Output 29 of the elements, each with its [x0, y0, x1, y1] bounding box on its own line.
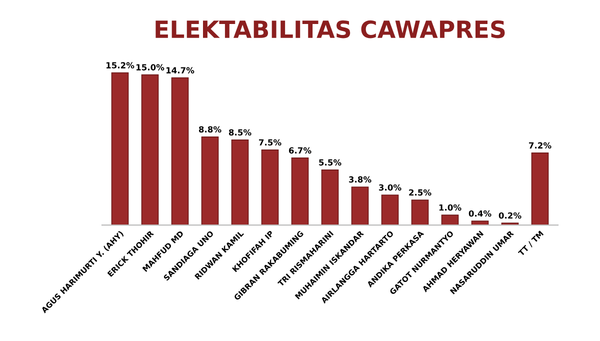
bar — [141, 74, 159, 226]
data-label: 8.5% — [228, 129, 252, 136]
data-label: 7.5% — [259, 139, 282, 146]
data-label: 1.0% — [439, 204, 462, 211]
data-label: 2.5% — [409, 189, 432, 196]
bar — [291, 158, 309, 226]
data-label: 0.4% — [468, 210, 492, 217]
chart-title: ELEKTABILITAS CAWAPRES — [156, 20, 505, 38]
data-label: 7.2% — [529, 142, 552, 149]
data-label: 3.8% — [349, 176, 372, 183]
data-label: 14.7% — [166, 67, 194, 74]
data-label: 15.2% — [106, 62, 134, 68]
bar — [411, 200, 429, 226]
data-label: 3.0% — [379, 184, 402, 191]
bar — [201, 136, 219, 226]
data-label: 5.5% — [319, 159, 342, 166]
bar — [171, 77, 189, 226]
bar — [531, 152, 549, 226]
bar — [351, 186, 369, 226]
data-label: 15.0% — [136, 64, 164, 70]
data-label: 0.2% — [498, 212, 522, 219]
bar — [321, 170, 339, 226]
bar — [261, 150, 279, 226]
bar — [381, 194, 399, 226]
bar — [231, 140, 249, 226]
bar — [441, 214, 459, 226]
data-label: 6.7% — [288, 147, 312, 154]
bar — [111, 72, 129, 226]
data-label: 8.8% — [198, 126, 222, 133]
